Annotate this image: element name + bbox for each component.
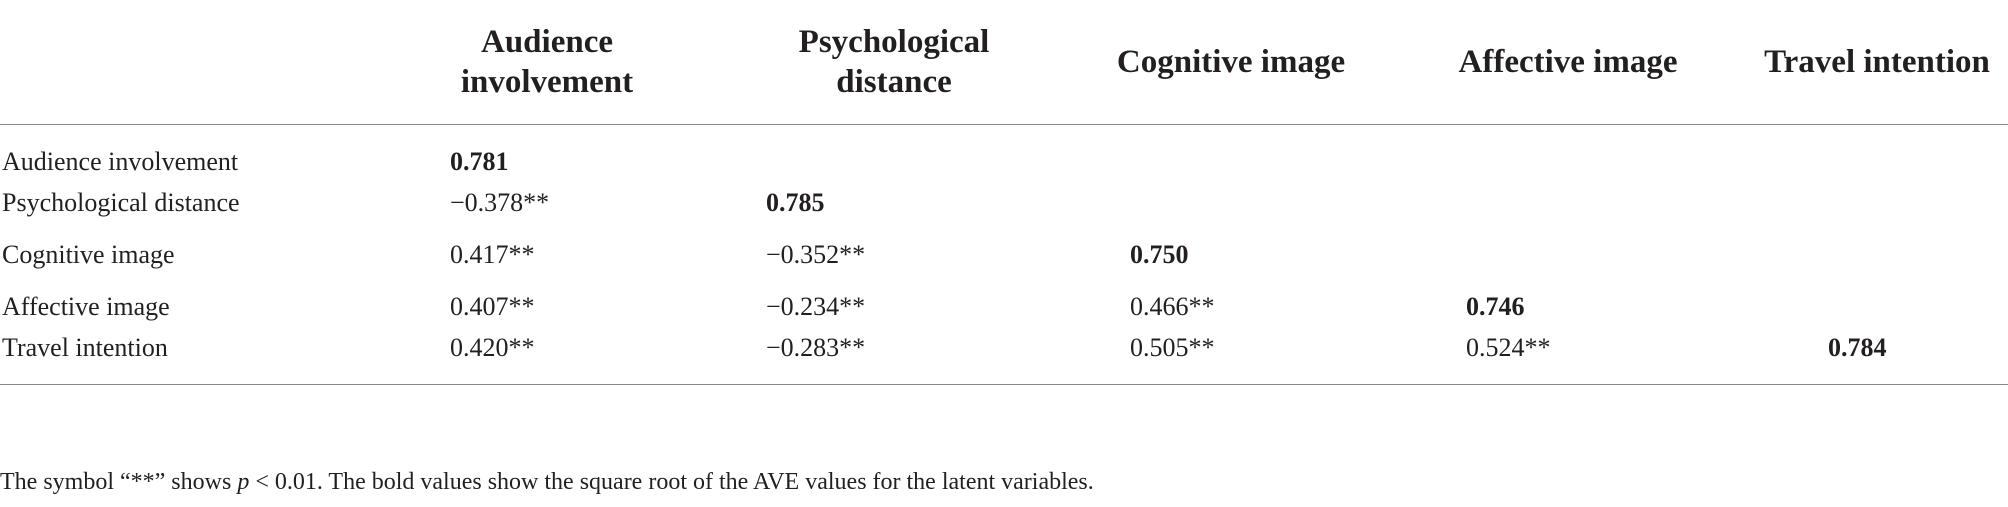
table-cell: 0.781 [450, 146, 509, 176]
footnote-p-symbol: p [237, 469, 250, 495]
table-footnote: The symbol “**” shows p < 0.01. The bold… [0, 467, 1094, 497]
table-cell [1746, 281, 2008, 333]
table-cell: 0.784 [1746, 332, 2008, 385]
correlation-table: Audience involvement Psychological dista… [0, 0, 2008, 385]
table-cell: 0.785 [766, 187, 825, 217]
table-cell [1066, 177, 1390, 229]
header-line: Affective image [1458, 43, 1678, 80]
header-cognitive-image: Cognitive image [1066, 0, 1390, 125]
table-cell: 0.505** [1066, 332, 1390, 385]
header-line: Psychological [798, 23, 990, 60]
header-psychological-distance: Psychological distance [712, 0, 1066, 125]
footnote-text: < 0.01. The bold values show the square … [249, 469, 1094, 495]
table-cell: 0.407** [450, 291, 535, 321]
table-cell [1066, 124, 1390, 177]
table-cell: −0.234** [766, 291, 866, 321]
header-corner [0, 0, 392, 125]
row-label: Travel intention [0, 332, 392, 385]
footnote-text: The symbol “**” shows [0, 469, 238, 495]
table-cell: 0.466** [1130, 291, 1215, 321]
table-cell [1746, 177, 2008, 229]
table-cell [712, 124, 1066, 177]
header-affective-image: Affective image [1390, 0, 1746, 125]
table-cell [1390, 229, 1746, 281]
header-line: Travel intention [1764, 43, 1990, 80]
header-travel-intention: Travel intention [1746, 0, 2008, 125]
table-cell: 0.420** [392, 332, 712, 385]
table-cell [1746, 229, 2008, 281]
table-cell [1390, 124, 1746, 177]
table-cell: 0.750 [1130, 239, 1189, 269]
table-row: Travel intention 0.420** −0.283** 0.505*… [0, 332, 2008, 385]
row-label: Psychological distance [2, 187, 240, 217]
header-line: involvement [460, 63, 634, 100]
header-line: Cognitive image [1116, 43, 1346, 80]
table-row: Affective image 0.407** −0.234** 0.466**… [0, 281, 2008, 333]
table-cell: 0.417** [450, 239, 535, 269]
row-label: Audience involvement [2, 146, 239, 176]
header-line: Audience [481, 23, 613, 60]
table-header-row: Audience involvement Psychological dista… [0, 0, 2008, 125]
header-line: distance [836, 63, 952, 100]
table-row: Cognitive image 0.417** −0.352** 0.750 [0, 229, 2008, 281]
row-label: Cognitive image [2, 239, 175, 269]
table-cell: −0.352** [766, 239, 866, 269]
table-row: Psychological distance −0.378** 0.785 [0, 177, 2008, 229]
table-row: Audience involvement 0.781 [0, 124, 2008, 177]
row-label: Affective image [2, 291, 170, 321]
header-audience-involvement: Audience involvement [392, 0, 712, 125]
table-cell [1746, 124, 2008, 177]
table-cell: 0.746 [1466, 291, 1525, 321]
table-cell [1390, 177, 1746, 229]
table-cell: −0.283** [712, 332, 1066, 385]
table-cell: −0.378** [450, 187, 550, 217]
table-cell: 0.524** [1390, 332, 1746, 385]
